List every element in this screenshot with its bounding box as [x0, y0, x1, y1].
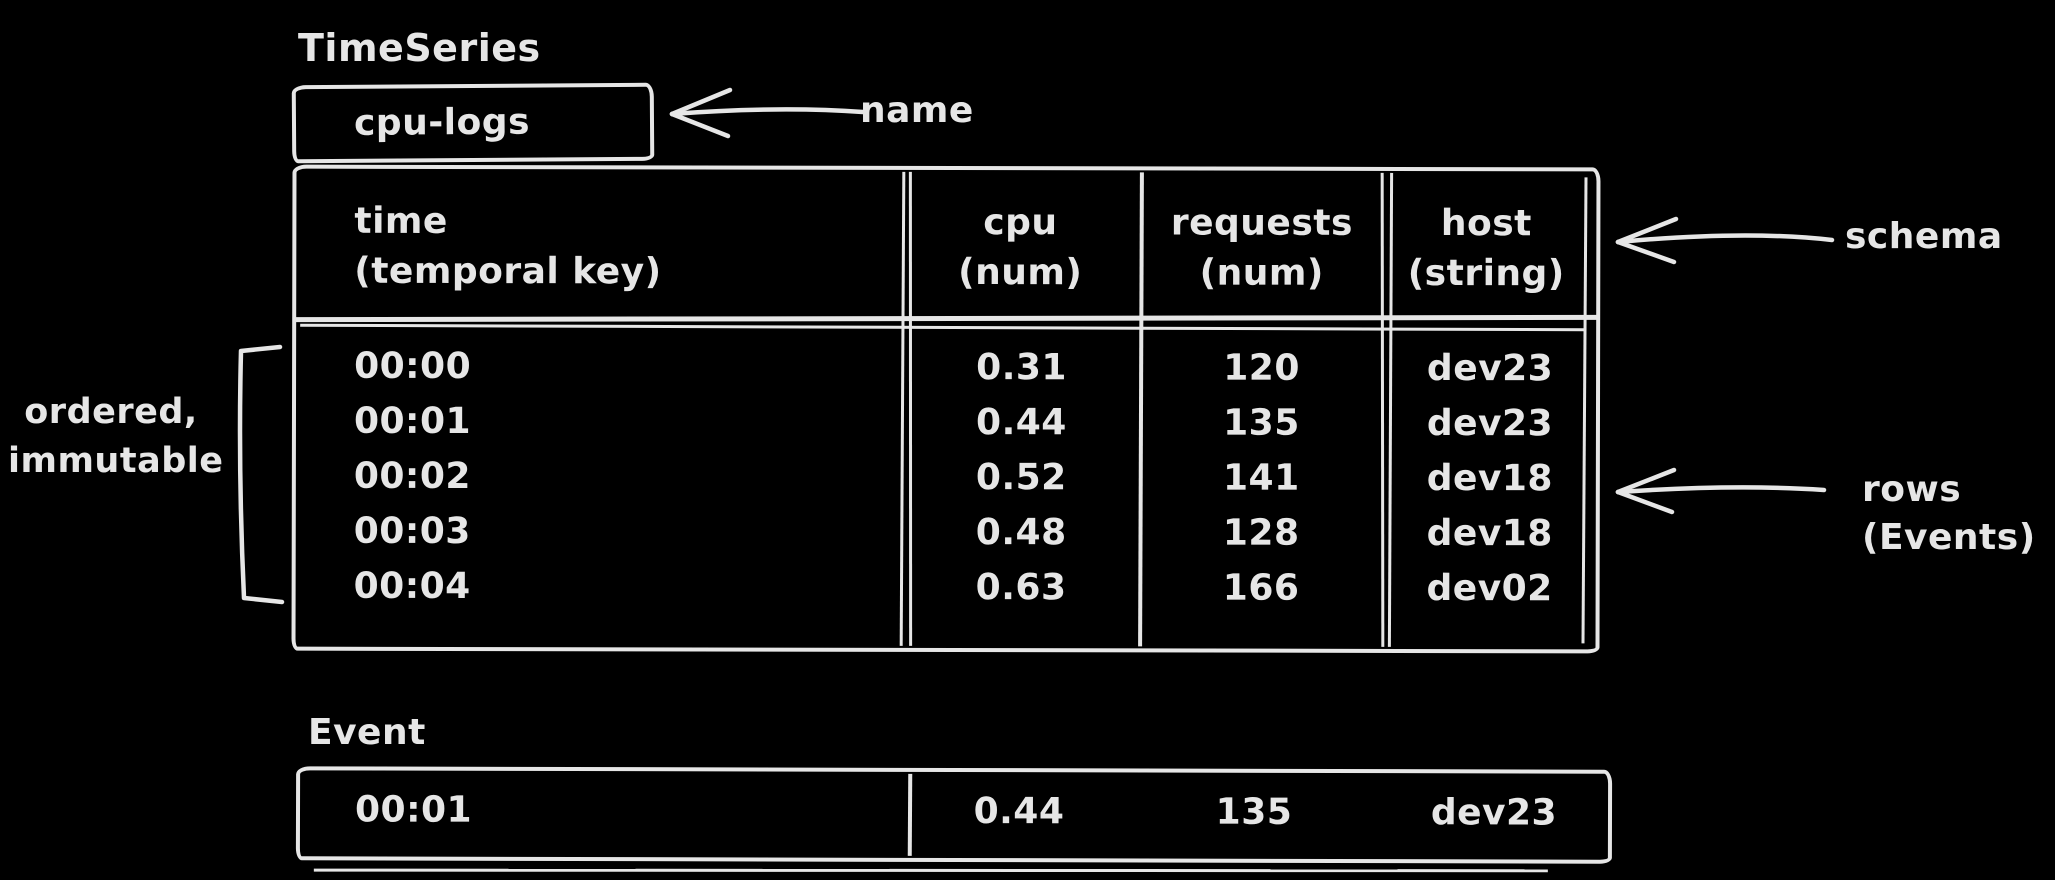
column-header-requests: requests (num)	[1139, 198, 1384, 299]
cell-requests: 135	[1223, 402, 1300, 444]
name-box: cpu-logs	[291, 82, 655, 164]
cell-host: dev23	[1426, 348, 1554, 390]
cell-time: 00:02	[353, 455, 471, 498]
rows-label-line1: rows	[1862, 469, 1962, 510]
table-row: 00:02 0.52 141 dev18	[296, 449, 1596, 507]
table-row: 00:03 0.48 128 dev18	[296, 504, 1596, 562]
timeseries-table: time (temporal key) cpu (num) requests (…	[291, 164, 1601, 654]
name-arrow-icon	[669, 87, 866, 139]
cell-cpu: 0.52	[975, 457, 1067, 499]
column-header-cpu: cpu (num)	[901, 198, 1139, 298]
name-label: name	[860, 90, 974, 131]
cell-host: dev23	[1426, 403, 1554, 445]
table-row: 00:04 0.63 166 dev02	[296, 559, 1596, 617]
cell-host: dev02	[1426, 568, 1553, 610]
event-title: Event	[308, 712, 426, 753]
cell-host: dev18	[1426, 458, 1554, 500]
cell-time: 00:04	[353, 565, 471, 608]
event-cpu: 0.44	[973, 791, 1065, 833]
cell-time: 00:01	[353, 400, 472, 443]
schema-arrow-icon	[1615, 216, 1835, 265]
cell-requests: 128	[1222, 512, 1300, 554]
ordered-bracket-icon	[237, 344, 285, 605]
cell-requests: 141	[1222, 457, 1300, 499]
header-divider-line-2	[300, 323, 1587, 332]
ordered-label-line1: ordered,	[24, 392, 198, 432]
cell-time: 00:03	[353, 510, 471, 553]
table-row: 00:01 0.44 135 dev23	[296, 394, 1596, 452]
schema-label: schema	[1845, 216, 2003, 257]
column-name: host	[1440, 203, 1532, 245]
column-header-host: host (string)	[1381, 199, 1591, 299]
rows-arrow-icon	[1615, 467, 1827, 515]
event-time: 00:01	[354, 789, 473, 831]
column-type: (num)	[1199, 252, 1324, 294]
event-requests: 135	[1215, 791, 1293, 833]
column-type: (string)	[1407, 252, 1565, 295]
cell-cpu: 0.44	[976, 402, 1067, 444]
cell-host: dev18	[1426, 513, 1553, 555]
column-name: requests	[1170, 202, 1353, 244]
event-divider	[907, 773, 913, 856]
column-name: time	[354, 200, 448, 242]
column-type: (num)	[958, 252, 1083, 294]
table-body: 00:00 0.31 120 dev23 00:01 0.44 135 dev2…	[296, 339, 1597, 617]
ordered-label-line2: immutable	[8, 441, 224, 481]
ordered-immutable-label: ordered, immutable	[8, 388, 224, 486]
event-box: 00:01 0.44 135 dev23	[295, 766, 1613, 864]
cell-requests: 120	[1223, 347, 1300, 389]
event-host: dev23	[1430, 792, 1558, 834]
cell-time: 00:00	[354, 345, 472, 388]
column-header-time: time (temporal key)	[354, 197, 662, 298]
table-row: 00:00 0.31 120 dev23	[296, 339, 1596, 397]
rows-label-line2: (Events)	[1862, 517, 2036, 558]
timeseries-title: TimeSeries	[298, 26, 541, 70]
cell-cpu: 0.48	[975, 512, 1067, 554]
header-divider-line	[294, 314, 1599, 323]
cell-cpu: 0.63	[975, 567, 1067, 609]
name-box-value: cpu-logs	[353, 101, 531, 144]
column-type: (temporal key)	[354, 250, 662, 293]
rows-events-label: rows (Events)	[1862, 466, 2036, 562]
column-name: cpu	[983, 202, 1058, 244]
cell-cpu: 0.31	[976, 347, 1068, 389]
cell-requests: 166	[1222, 567, 1300, 609]
